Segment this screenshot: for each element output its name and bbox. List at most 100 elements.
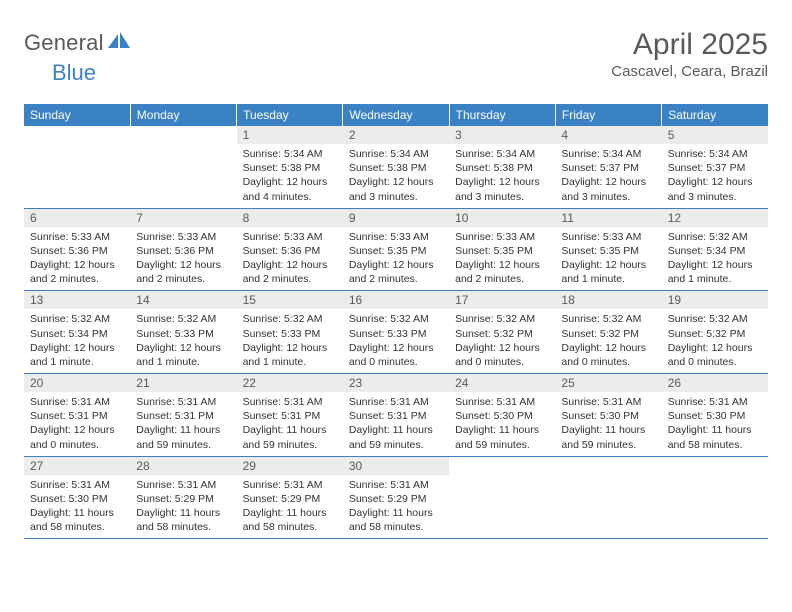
day-number: 1: [237, 126, 343, 144]
day-body: Sunrise: 5:31 AMSunset: 5:30 PMDaylight:…: [449, 392, 555, 456]
day-line: Sunset: 5:38 PM: [349, 161, 443, 175]
weekday-header: Monday: [130, 104, 236, 126]
day-line: Sunrise: 5:34 AM: [668, 147, 762, 161]
day-body: Sunrise: 5:32 AMSunset: 5:33 PMDaylight:…: [343, 309, 449, 373]
day-number: 17: [449, 291, 555, 309]
day-cell: 15Sunrise: 5:32 AMSunset: 5:33 PMDayligh…: [237, 291, 343, 374]
day-number: 11: [555, 209, 661, 227]
day-line: and 58 minutes.: [30, 520, 124, 534]
day-body: Sunrise: 5:31 AMSunset: 5:30 PMDaylight:…: [662, 392, 768, 456]
day-line: Sunset: 5:37 PM: [668, 161, 762, 175]
weekday-header: Wednesday: [343, 104, 449, 126]
day-line: Sunrise: 5:31 AM: [243, 478, 337, 492]
day-line: Sunrise: 5:33 AM: [455, 230, 549, 244]
day-line: Daylight: 12 hours: [668, 175, 762, 189]
day-line: and 58 minutes.: [136, 520, 230, 534]
day-line: Sunset: 5:29 PM: [243, 492, 337, 506]
day-line: Daylight: 12 hours: [349, 258, 443, 272]
day-line: Sunrise: 5:31 AM: [349, 395, 443, 409]
day-line: and 3 minutes.: [349, 190, 443, 204]
day-number: 6: [24, 209, 130, 227]
day-line: Daylight: 11 hours: [349, 506, 443, 520]
day-line: and 2 minutes.: [349, 272, 443, 286]
day-line: and 3 minutes.: [668, 190, 762, 204]
day-cell: 29Sunrise: 5:31 AMSunset: 5:29 PMDayligh…: [237, 456, 343, 539]
calendar-page: General April 2025 Cascavel, Ceara, Braz…: [0, 0, 792, 559]
day-cell: 20Sunrise: 5:31 AMSunset: 5:31 PMDayligh…: [24, 374, 130, 457]
day-line: Sunrise: 5:32 AM: [455, 312, 549, 326]
day-line: Daylight: 12 hours: [561, 258, 655, 272]
day-line: Sunrise: 5:31 AM: [561, 395, 655, 409]
day-number: 18: [555, 291, 661, 309]
day-line: Daylight: 12 hours: [349, 175, 443, 189]
day-line: Daylight: 12 hours: [455, 258, 549, 272]
day-cell: 5 Sunrise: 5:34 AMSunset: 5:37 PMDaylight…: [662, 126, 768, 208]
day-line: and 3 minutes.: [455, 190, 549, 204]
day-line: Daylight: 12 hours: [349, 341, 443, 355]
day-body: Sunrise: 5:32 AMSunset: 5:32 PMDaylight:…: [555, 309, 661, 373]
day-line: Sunset: 5:32 PM: [455, 327, 549, 341]
day-line: Daylight: 12 hours: [561, 175, 655, 189]
day-line: Daylight: 12 hours: [668, 341, 762, 355]
day-line: Daylight: 12 hours: [30, 341, 124, 355]
day-cell: 4 Sunrise: 5:34 AMSunset: 5:37 PMDaylight…: [555, 126, 661, 208]
day-line: and 2 minutes.: [455, 272, 549, 286]
day-body: Sunrise: 5:32 AMSunset: 5:33 PMDaylight:…: [237, 309, 343, 373]
day-body: Sunrise: 5:34 AMSunset: 5:38 PMDaylight:…: [449, 144, 555, 208]
day-line: and 1 minute.: [243, 355, 337, 369]
sail-icon: [108, 32, 130, 55]
day-line: Daylight: 12 hours: [243, 341, 337, 355]
day-body: Sunrise: 5:32 AMSunset: 5:32 PMDaylight:…: [449, 309, 555, 373]
day-cell: [130, 126, 236, 208]
day-line: Sunrise: 5:34 AM: [243, 147, 337, 161]
day-line: Sunset: 5:30 PM: [455, 409, 549, 423]
day-line: Sunset: 5:30 PM: [561, 409, 655, 423]
day-number: 28: [130, 457, 236, 475]
day-line: Sunrise: 5:32 AM: [243, 312, 337, 326]
day-body: Sunrise: 5:31 AMSunset: 5:31 PMDaylight:…: [130, 392, 236, 456]
day-number: 15: [237, 291, 343, 309]
day-line: Sunrise: 5:31 AM: [136, 395, 230, 409]
day-line: Sunrise: 5:33 AM: [349, 230, 443, 244]
day-line: Sunrise: 5:31 AM: [455, 395, 549, 409]
day-line: Sunset: 5:37 PM: [561, 161, 655, 175]
day-line: Sunset: 5:30 PM: [30, 492, 124, 506]
day-line: Sunset: 5:38 PM: [243, 161, 337, 175]
day-body: Sunrise: 5:31 AMSunset: 5:29 PMDaylight:…: [343, 475, 449, 539]
day-line: Sunrise: 5:34 AM: [455, 147, 549, 161]
weekday-header: Thursday: [449, 104, 555, 126]
day-line: and 58 minutes.: [349, 520, 443, 534]
day-line: and 1 minute.: [136, 355, 230, 369]
day-line: Sunrise: 5:34 AM: [561, 147, 655, 161]
day-line: Daylight: 12 hours: [30, 258, 124, 272]
day-number: 4: [555, 126, 661, 144]
week-row: 13Sunrise: 5:32 AMSunset: 5:34 PMDayligh…: [24, 291, 768, 374]
day-cell: 22Sunrise: 5:31 AMSunset: 5:31 PMDayligh…: [237, 374, 343, 457]
day-body: Sunrise: 5:33 AMSunset: 5:35 PMDaylight:…: [555, 227, 661, 291]
day-line: and 59 minutes.: [243, 438, 337, 452]
day-number: 7: [130, 209, 236, 227]
day-line: Sunrise: 5:32 AM: [349, 312, 443, 326]
day-number: 5: [662, 126, 768, 144]
day-line: and 59 minutes.: [136, 438, 230, 452]
day-line: and 2 minutes.: [30, 272, 124, 286]
day-line: Sunrise: 5:33 AM: [561, 230, 655, 244]
day-cell: [662, 456, 768, 539]
day-number: 16: [343, 291, 449, 309]
day-line: Daylight: 12 hours: [243, 258, 337, 272]
day-cell: 6Sunrise: 5:33 AMSunset: 5:36 PMDaylight…: [24, 208, 130, 291]
week-row: 6Sunrise: 5:33 AMSunset: 5:36 PMDaylight…: [24, 208, 768, 291]
day-body: Sunrise: 5:34 AMSunset: 5:38 PMDaylight:…: [237, 144, 343, 208]
day-line: Sunrise: 5:31 AM: [349, 478, 443, 492]
day-line: and 58 minutes.: [668, 438, 762, 452]
day-line: Sunrise: 5:31 AM: [136, 478, 230, 492]
day-line: and 1 minute.: [30, 355, 124, 369]
day-number: 23: [343, 374, 449, 392]
day-number: 30: [343, 457, 449, 475]
day-number: 19: [662, 291, 768, 309]
day-cell: 16Sunrise: 5:32 AMSunset: 5:33 PMDayligh…: [343, 291, 449, 374]
day-cell: [555, 456, 661, 539]
day-line: Daylight: 11 hours: [668, 423, 762, 437]
day-line: Sunrise: 5:33 AM: [136, 230, 230, 244]
day-number: 9: [343, 209, 449, 227]
